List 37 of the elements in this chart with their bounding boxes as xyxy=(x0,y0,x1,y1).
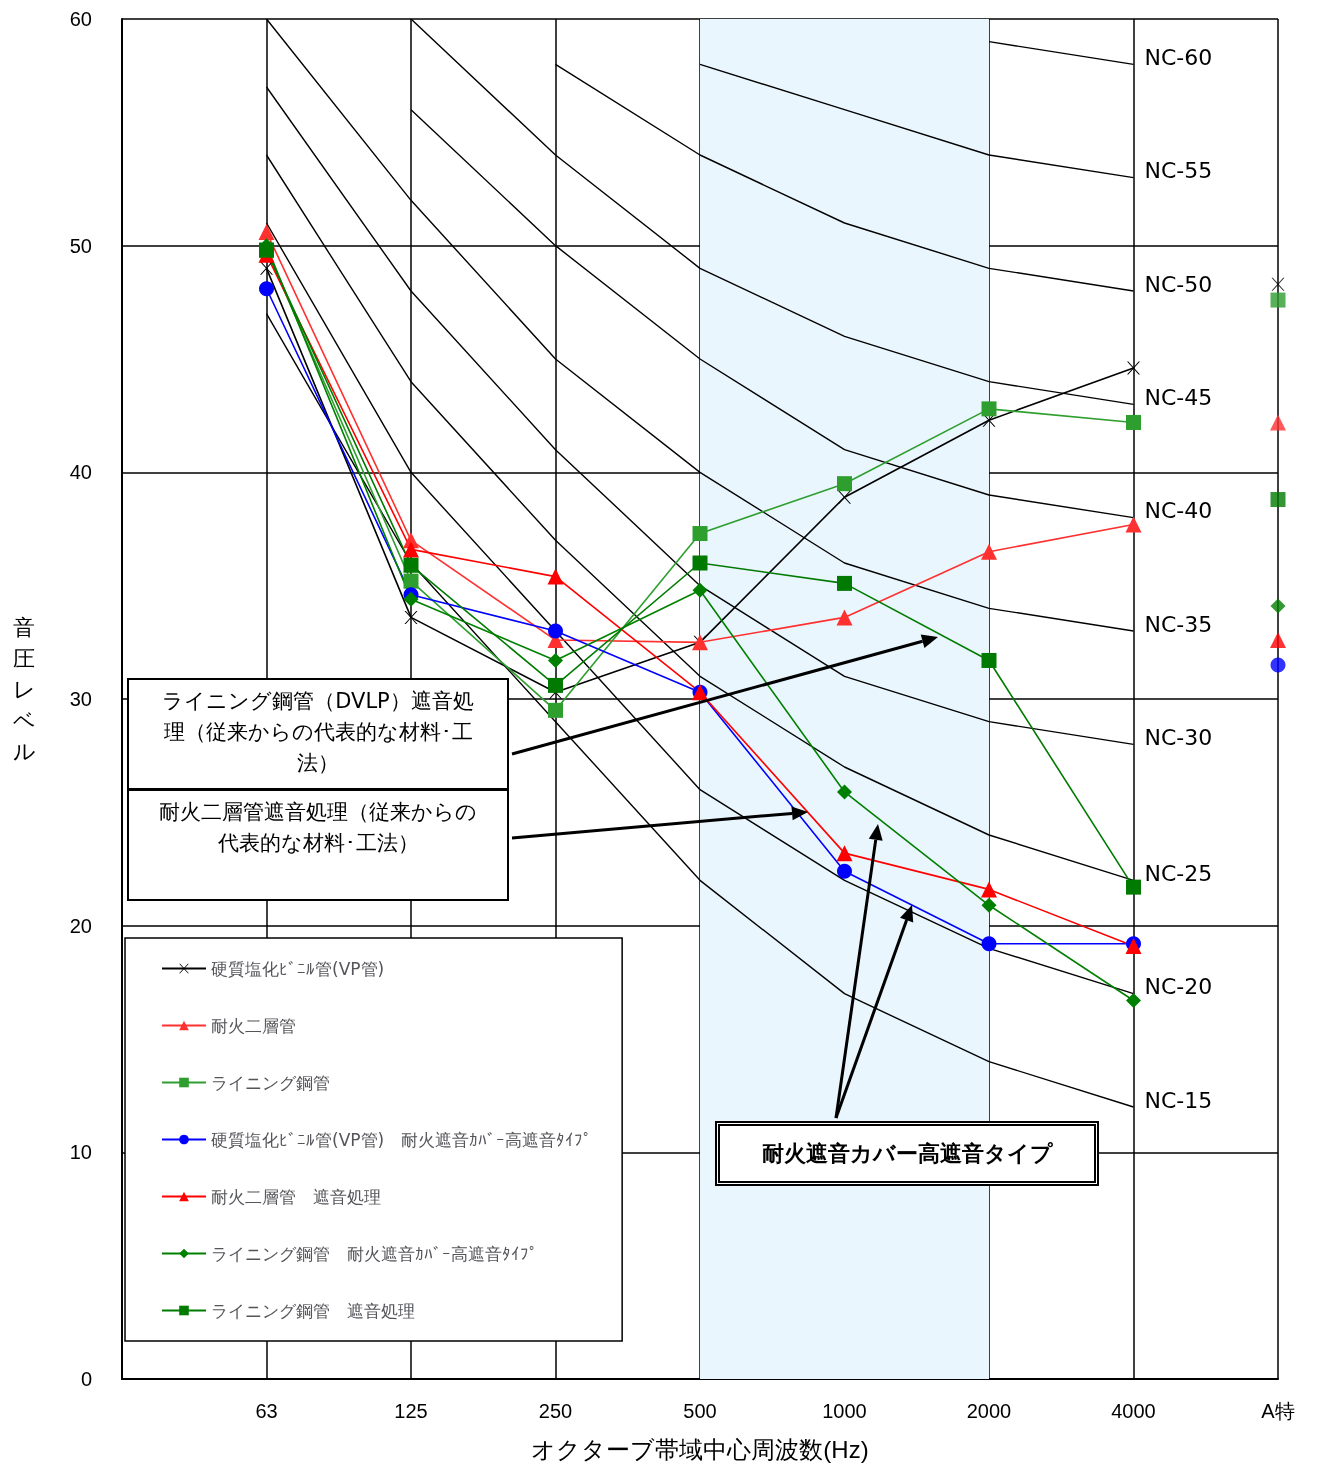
callout-box: 耐火二層管遮音処理（従来からの代表的な材料･工法） xyxy=(127,789,509,901)
x-tick-label: 2000 xyxy=(966,1400,1012,1422)
callout-box: ライニング鋼管（DVLP）遮音処理（従来からの代表的な材料･工法） xyxy=(127,678,509,790)
x-tick-label: A特 xyxy=(1261,1400,1295,1422)
x-tick-label: 250 xyxy=(538,1400,573,1422)
legend-label: ライニング鋼管 遮音処理 xyxy=(211,1300,415,1321)
series-label: NC-25 xyxy=(1144,860,1213,886)
series-label: NC-30 xyxy=(1144,724,1213,750)
x-tick-label: 500 xyxy=(683,1400,717,1422)
legend-label: 硬質塩化ﾋﾞﾆﾙ管(VP管) 耐火遮音ｶﾊﾞｰ高遮音ﾀｲﾌﾟ xyxy=(211,1129,593,1150)
series-label: NC-35 xyxy=(1144,611,1213,637)
y-tick-label: 10 xyxy=(69,1141,92,1164)
callout-box: 耐火遮音カバー高遮音タイプ xyxy=(715,1121,1099,1186)
series-label: NC-50 xyxy=(1144,271,1213,297)
y-tick-label: 50 xyxy=(69,234,92,257)
legend-label: 耐火二層管 遮音処理 xyxy=(211,1186,381,1207)
series-label: NC-60 xyxy=(1144,44,1213,70)
y-tick-label: 60 xyxy=(69,8,92,30)
y-axis-title: 音圧レベル xyxy=(12,614,36,766)
x-tick-label: 1000 xyxy=(822,1400,867,1422)
legend-label: ライニング鋼管 耐火遮音ｶﾊﾞｰ高遮音ﾀｲﾌﾟ xyxy=(211,1243,538,1264)
series-label: NC-15 xyxy=(1144,1087,1213,1113)
legend-label: 硬質塩化ﾋﾞﾆﾙ管(VP管) xyxy=(211,958,385,979)
legend-label: ライニング鋼管 xyxy=(211,1072,330,1093)
series-label: NC-20 xyxy=(1144,974,1213,1000)
series-label: NC-45 xyxy=(1144,384,1213,410)
x-tick-label: 63 xyxy=(255,1400,278,1422)
x-tick-label: 125 xyxy=(394,1400,428,1422)
y-tick-label: 40 xyxy=(69,461,92,484)
y-tick-label: 20 xyxy=(69,914,92,937)
x-tick-label: 4000 xyxy=(1111,1400,1156,1422)
y-tick-label: 0 xyxy=(80,1368,92,1390)
x-axis-title: オクターブ帯域中心周波数(Hz) xyxy=(531,1435,869,1463)
y-tick-label: 30 xyxy=(69,688,92,710)
legend-label: 耐火二層管 xyxy=(211,1015,296,1036)
series-label: NC-55 xyxy=(1144,158,1213,184)
series-label: NC-40 xyxy=(1144,498,1213,524)
